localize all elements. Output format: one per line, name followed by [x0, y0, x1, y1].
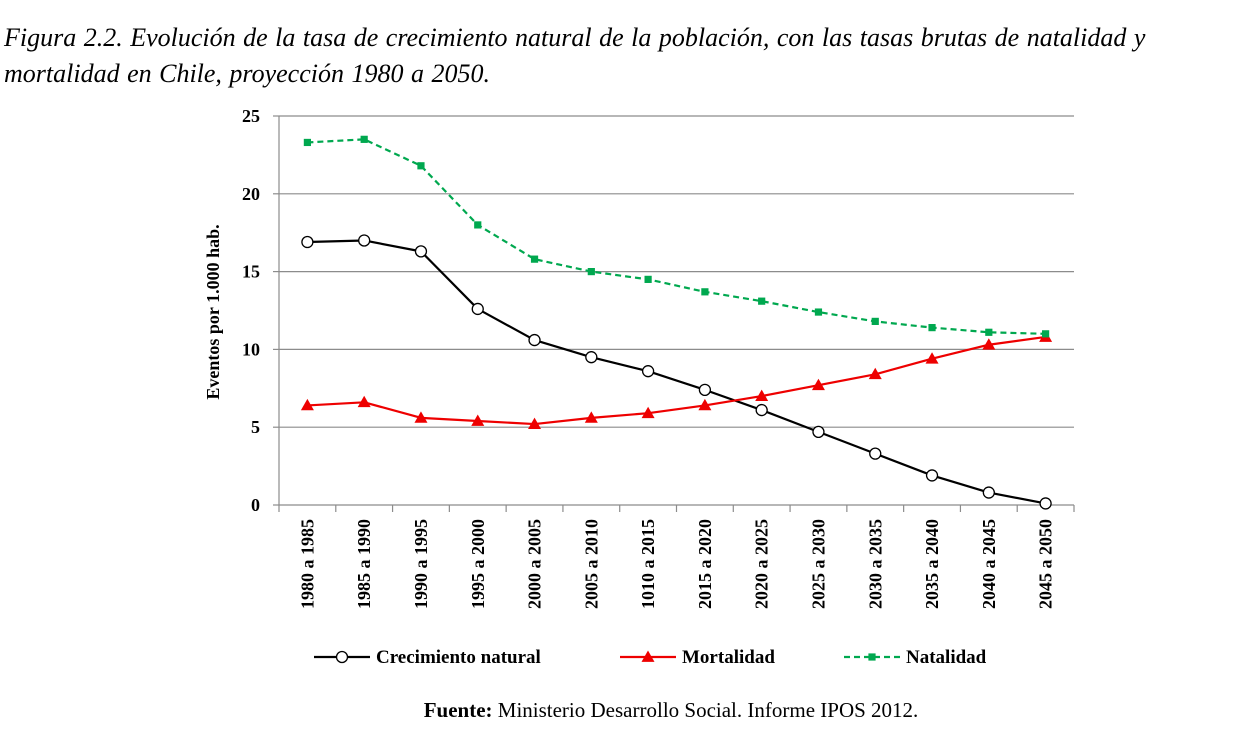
series-line [307, 335, 1046, 426]
series-line [307, 138, 1046, 335]
legend-label: Natalidad [906, 647, 987, 668]
data-point [528, 417, 542, 429]
source-label: Fuente: [423, 698, 493, 722]
data-point [301, 235, 314, 249]
data-point [758, 297, 766, 305]
grid-lines [279, 115, 1074, 428]
data-point [985, 328, 993, 336]
data-point [641, 650, 655, 662]
data-point [471, 302, 484, 316]
data-point [417, 162, 425, 170]
y-tick-label: 25 [242, 106, 260, 126]
data-point [812, 425, 825, 439]
data-point [701, 288, 709, 296]
data-point [360, 135, 368, 143]
data-point [414, 245, 428, 258]
legend: Crecimiento natural Mortalidad Natalidad [314, 647, 987, 668]
data-point [814, 308, 823, 316]
data-point [300, 398, 314, 411]
data-point [584, 411, 598, 423]
data-point [641, 406, 655, 419]
y-tick-label: 5 [251, 417, 260, 437]
data-point [698, 398, 712, 411]
x-tick-label: 1985 a 1990 [354, 519, 374, 609]
data-point [698, 383, 712, 397]
series-crecimiento-natural [301, 234, 1052, 510]
legend-item-natalidad: Natalidad [844, 647, 987, 668]
data-point [925, 352, 939, 364]
data-point [1042, 330, 1050, 338]
x-tick-label: 2035 a 2040 [922, 519, 942, 609]
x-tick-label: 2025 a 2030 [808, 519, 828, 609]
data-point [528, 333, 541, 347]
data-point [474, 221, 482, 229]
data-point [982, 486, 995, 499]
data-point [357, 395, 371, 408]
data-point [871, 317, 879, 325]
data-point [869, 447, 882, 460]
y-axis: 0 5 10 15 20 25 [242, 106, 280, 515]
y-tick-label: 20 [242, 184, 260, 204]
data-point [755, 389, 769, 401]
series-natalidad [303, 135, 1050, 338]
x-tick-label: 1995 a 2000 [468, 519, 488, 609]
data-point [1039, 497, 1052, 510]
data-point [928, 324, 936, 332]
x-tick-label: 2005 a 2010 [581, 519, 601, 609]
legend-item-mortalidad: Mortalidad [620, 647, 775, 668]
x-axis: 1980 a 1985 1985 a 1990 1990 a 1995 1995 a … [278, 504, 1075, 609]
data-point [982, 338, 996, 350]
legend-item-crecimiento-natural: Crecimiento natural [314, 647, 541, 668]
source-note: Fuente: Ministerio Desarrollo Social. In… [0, 696, 1246, 724]
data-point [585, 351, 598, 364]
y-tick-label: 15 [242, 262, 260, 282]
data-point [925, 469, 939, 482]
data-point [303, 138, 311, 147]
y-tick-label: 0 [251, 495, 260, 515]
series-mortalidad [300, 330, 1053, 429]
x-tick-label: 1980 a 1985 [297, 519, 317, 609]
x-tick-label: 1990 a 1995 [411, 519, 431, 609]
data-point [358, 234, 371, 247]
series-lines [300, 135, 1053, 510]
data-point [587, 268, 595, 276]
x-tick-label: 2020 a 2025 [752, 519, 772, 609]
data-point [811, 378, 825, 391]
legend-label: Mortalidad [682, 647, 775, 668]
y-axis-label: Eventos por 1.000 hab. [203, 224, 223, 399]
data-point [868, 367, 882, 380]
x-tick-label: 2015 a 2020 [695, 519, 715, 609]
data-point [530, 255, 539, 263]
data-point [868, 653, 876, 661]
figure-title: Figura 2.2. Evolución de la tasa de crec… [4, 23, 1146, 88]
series-line [307, 239, 1046, 505]
legend-label: Crecimiento natural [376, 647, 541, 668]
x-tick-label: 2045 a 2050 [1036, 519, 1056, 609]
x-tick-label: 2000 a 2005 [525, 519, 545, 609]
data-point [644, 275, 652, 283]
data-point [414, 411, 428, 423]
x-tick-label: 2030 a 2035 [865, 519, 885, 609]
data-point [335, 650, 349, 664]
source-text: Ministerio Desarrollo Social. Informe IP… [497, 698, 919, 722]
x-tick-label: 1010 a 2015 [638, 519, 658, 609]
x-tick-label: 2040 a 2045 [979, 519, 999, 609]
data-point [641, 365, 655, 378]
y-tick-label: 10 [242, 339, 260, 359]
data-point [755, 403, 768, 417]
data-point [471, 414, 485, 426]
